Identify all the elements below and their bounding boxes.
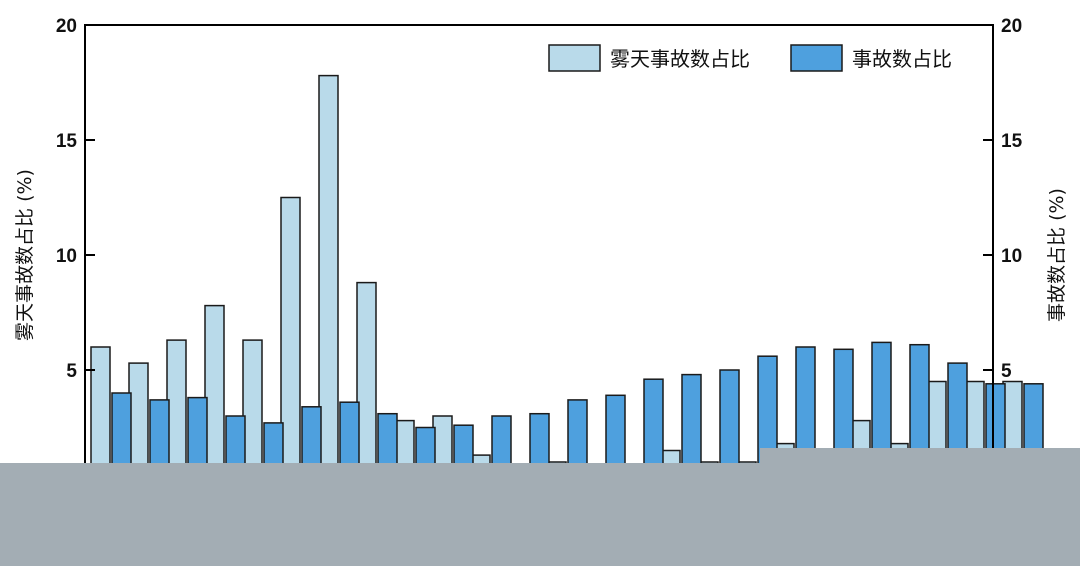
legend-swatch-0 [548,44,601,72]
occluding-overlay-step [760,448,1080,464]
y-right-tick-label: 5 [1001,361,1012,382]
y-left-tick-label: 5 [66,361,77,382]
y-left-tick-label: 15 [56,131,78,152]
right-axis: 5 10 15 20 [983,16,1023,382]
legend-swatch-1 [790,44,843,72]
bar-fog-4 [204,304,225,486]
legend: 雾天事故数占比 事故数占比 [548,44,952,72]
legend-label-1: 事故数占比 [852,47,952,71]
bar-fog-7 [318,74,339,486]
bars-layer [90,74,1044,486]
occluding-overlay-main [0,463,1080,566]
bar-fog-6 [280,196,301,486]
y-right-tick-label: 15 [1001,131,1023,152]
y-axis-right-label: 事故数占比 (%) [1046,188,1068,322]
y-right-tick-label: 10 [1001,246,1022,267]
y-right-tick-label: 20 [1001,16,1022,37]
y-axis-left-label: 雾天事故数占比 (%) [14,169,36,341]
y-left-tick-label: 20 [56,16,77,37]
bar-fog-8 [356,281,377,486]
y-left-tick-label: 10 [56,246,77,267]
left-axis: 5 10 15 20 [56,16,95,382]
legend-label-0: 雾天事故数占比 [610,47,750,71]
